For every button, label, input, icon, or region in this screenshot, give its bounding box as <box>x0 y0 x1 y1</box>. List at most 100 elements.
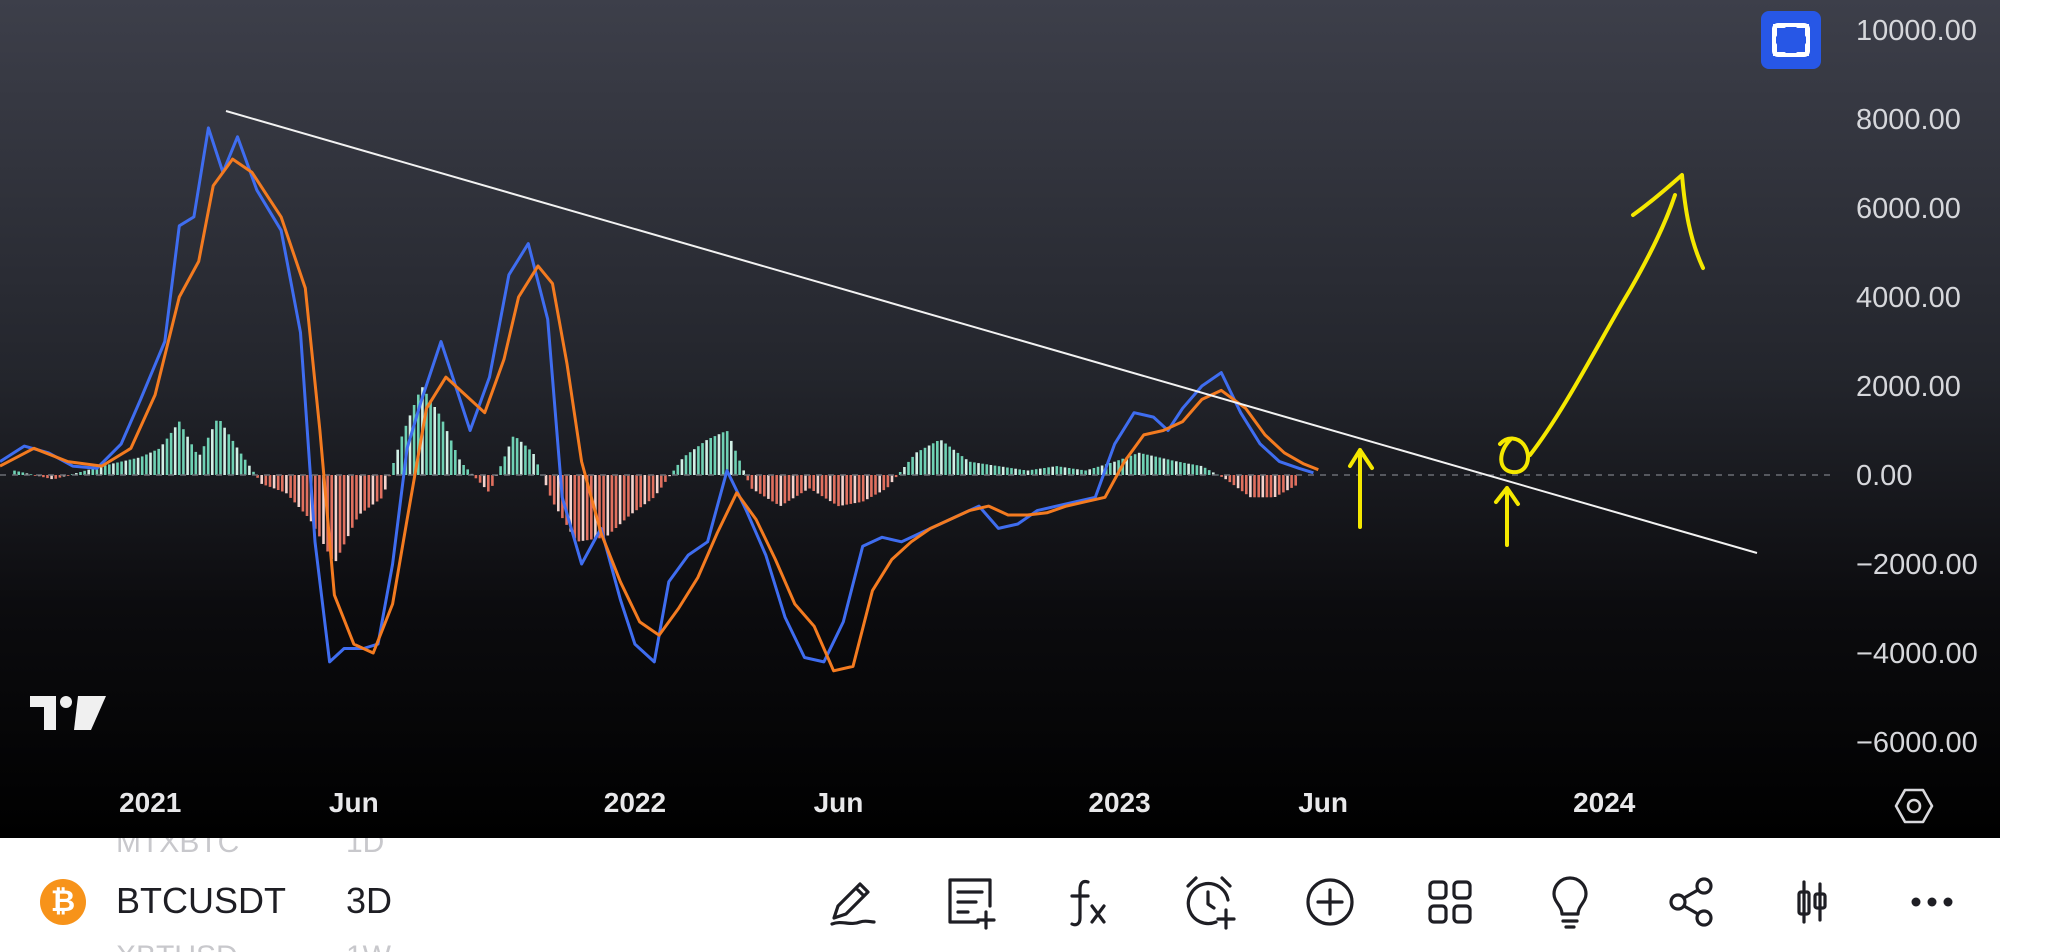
histogram-bar <box>754 475 758 492</box>
histogram-bar <box>524 445 527 475</box>
histogram-bar <box>1084 470 1087 475</box>
settings-hexagon-icon[interactable] <box>1894 786 1934 826</box>
histogram-bar <box>136 457 140 475</box>
add-button[interactable] <box>1298 870 1362 934</box>
interval-selector[interactable]: 3D <box>346 880 393 921</box>
histogram-bar <box>997 466 1001 475</box>
histogram-bar <box>919 450 923 475</box>
histogram-bar <box>717 434 721 475</box>
histogram-bar <box>375 475 379 502</box>
histogram-bar <box>458 459 461 475</box>
histogram-bar <box>1034 469 1038 475</box>
fullscreen-button[interactable] <box>1761 11 1821 69</box>
histogram-bar <box>1146 454 1149 475</box>
histogram-bar <box>1224 475 1227 480</box>
indicators-button[interactable] <box>1058 870 1122 934</box>
histogram-bar <box>701 443 704 475</box>
time-tick-label: 2023 <box>1088 787 1150 818</box>
histogram-bar <box>157 448 160 475</box>
histogram-bar <box>1080 469 1083 475</box>
price-axis[interactable]: 10000.00 8000.00 6000.00 4000.00 2000.00 0.00… <box>1856 15 1978 759</box>
histogram-bar <box>219 421 222 475</box>
trend-line[interactable] <box>225 110 1758 554</box>
share-icon <box>1669 877 1713 927</box>
more-button[interactable] <box>1900 870 1964 934</box>
prev-symbol[interactable]: MTXBTC <box>116 838 240 858</box>
histogram-bar <box>182 429 185 475</box>
histogram-bar <box>730 440 733 475</box>
histogram-bar <box>108 464 111 475</box>
histogram-bar <box>194 451 198 475</box>
add-alert-button[interactable] <box>1178 870 1242 934</box>
histogram-bar <box>964 459 968 475</box>
histogram-bar <box>178 421 181 475</box>
macd-chart[interactable]: 10000.00 8000.00 6000.00 4000.00 2000.00 0.00… <box>0 0 2000 838</box>
layout-button[interactable] <box>1418 870 1482 934</box>
histogram-bar <box>128 459 132 475</box>
histogram-bar <box>99 466 103 475</box>
share-button[interactable] <box>1660 870 1724 934</box>
histogram-bar <box>83 470 86 475</box>
histogram-bar <box>787 475 791 501</box>
histogram-bar <box>322 475 325 544</box>
histogram-bar <box>758 475 762 494</box>
histogram-bar <box>598 475 601 539</box>
histogram-bar <box>635 475 638 511</box>
histogram-bar <box>29 474 33 476</box>
symbol-selector[interactable]: BTCUSDT <box>116 880 286 921</box>
histogram-bar <box>767 475 770 499</box>
histogram-bar <box>1269 475 1273 498</box>
histogram-bar <box>1166 459 1170 475</box>
histogram-bar <box>511 436 515 475</box>
histogram-bar <box>1277 475 1281 495</box>
time-axis[interactable]: 2021 Jun 2022 Jun 2023 Jun 2024 <box>119 787 1636 818</box>
histogram-bar <box>985 464 989 475</box>
histogram-bar <box>95 467 99 475</box>
histogram-bar <box>606 475 610 536</box>
histogram-bar <box>800 475 803 494</box>
histogram-bar <box>1117 460 1120 475</box>
price-tick-label: −2000.00 <box>1856 549 1978 581</box>
histogram-bar <box>124 460 128 475</box>
histogram-bar <box>973 462 976 475</box>
prev-interval[interactable]: 1D <box>346 838 385 858</box>
series-layer <box>0 126 1319 673</box>
chart-type-button[interactable] <box>1780 870 1844 934</box>
next-symbol[interactable]: XBTUSD <box>116 934 238 952</box>
histogram-bar <box>235 447 239 475</box>
draw-button[interactable] <box>820 870 884 934</box>
histogram-bar <box>1236 475 1240 489</box>
histogram-bar <box>680 459 684 475</box>
histogram-bar <box>54 475 57 479</box>
next-interval[interactable]: 1W <box>346 934 391 952</box>
histogram-bar <box>351 475 354 528</box>
histogram-bar <box>1265 475 1269 498</box>
histogram-bar <box>1199 465 1203 475</box>
histogram-bar <box>989 465 993 475</box>
histogram-bar <box>371 475 375 505</box>
histogram-bar <box>1137 452 1141 475</box>
histogram-bar <box>771 475 774 502</box>
add-note-button[interactable] <box>938 870 1002 934</box>
histogram-bar <box>42 475 45 478</box>
histogram-bar <box>169 432 173 475</box>
histogram-bar <box>301 475 305 512</box>
histogram-bar <box>660 475 663 488</box>
histogram-bar <box>145 454 148 475</box>
histogram-bar <box>314 475 317 529</box>
more-dots-icon <box>1911 897 1953 907</box>
histogram-bar <box>870 475 873 497</box>
histogram-bar <box>532 454 535 475</box>
alarm-add-icon <box>1186 876 1236 930</box>
histogram-bar <box>359 475 362 514</box>
histogram-bar <box>75 473 78 475</box>
histogram-bar <box>1076 469 1079 475</box>
chart-area[interactable]: 10000.00 8000.00 6000.00 4000.00 2000.00 0.00… <box>0 0 2000 838</box>
histogram-bar <box>791 475 795 499</box>
histogram-bar <box>668 475 671 477</box>
histogram-bar <box>400 436 404 475</box>
histogram-bar <box>1051 466 1054 475</box>
histogram-bar <box>268 475 272 487</box>
histogram-bar <box>499 466 502 475</box>
ideas-button[interactable] <box>1538 870 1602 934</box>
